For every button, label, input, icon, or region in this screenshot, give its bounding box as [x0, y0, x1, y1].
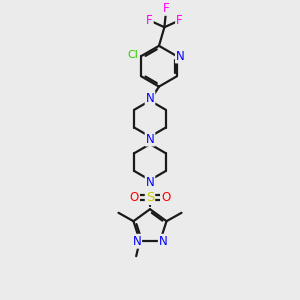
Text: F: F: [146, 14, 153, 27]
Text: N: N: [159, 235, 168, 248]
Text: N: N: [176, 50, 184, 62]
Text: F: F: [163, 2, 169, 15]
Text: N: N: [146, 176, 154, 189]
Text: N: N: [132, 235, 141, 248]
Text: N: N: [146, 133, 154, 146]
Text: O: O: [130, 191, 139, 204]
Text: N: N: [146, 92, 154, 105]
Text: Cl: Cl: [128, 50, 138, 59]
Text: S: S: [146, 191, 154, 204]
Text: O: O: [161, 191, 170, 204]
Text: F: F: [176, 14, 183, 27]
